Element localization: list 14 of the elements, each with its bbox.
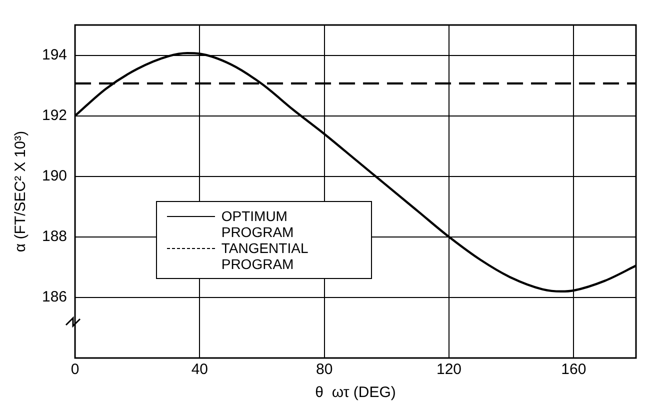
- x-tick-label: 120: [436, 361, 462, 378]
- legend-label: OPTIMUM PROGRAM: [221, 208, 295, 240]
- y-tick-label: 186: [42, 288, 68, 306]
- x-tick-label: 0: [70, 361, 80, 378]
- y-tick-label: 190: [42, 168, 68, 185]
- y-tick-label: 188: [42, 228, 68, 246]
- x-tick-label: 40: [191, 361, 208, 378]
- legend-label: TANGENTIAL PROGRAM: [221, 240, 309, 272]
- y-tick-label: 194: [42, 46, 68, 64]
- x-axis-title: θ ωτ (DEG): [315, 384, 396, 402]
- x-tick-label: 80: [316, 361, 333, 378]
- x-tick-label: 160: [561, 361, 586, 378]
- y-tick-label: 192: [42, 106, 68, 124]
- y-axis-title: α (FT/SEC² X 10³): [12, 130, 30, 252]
